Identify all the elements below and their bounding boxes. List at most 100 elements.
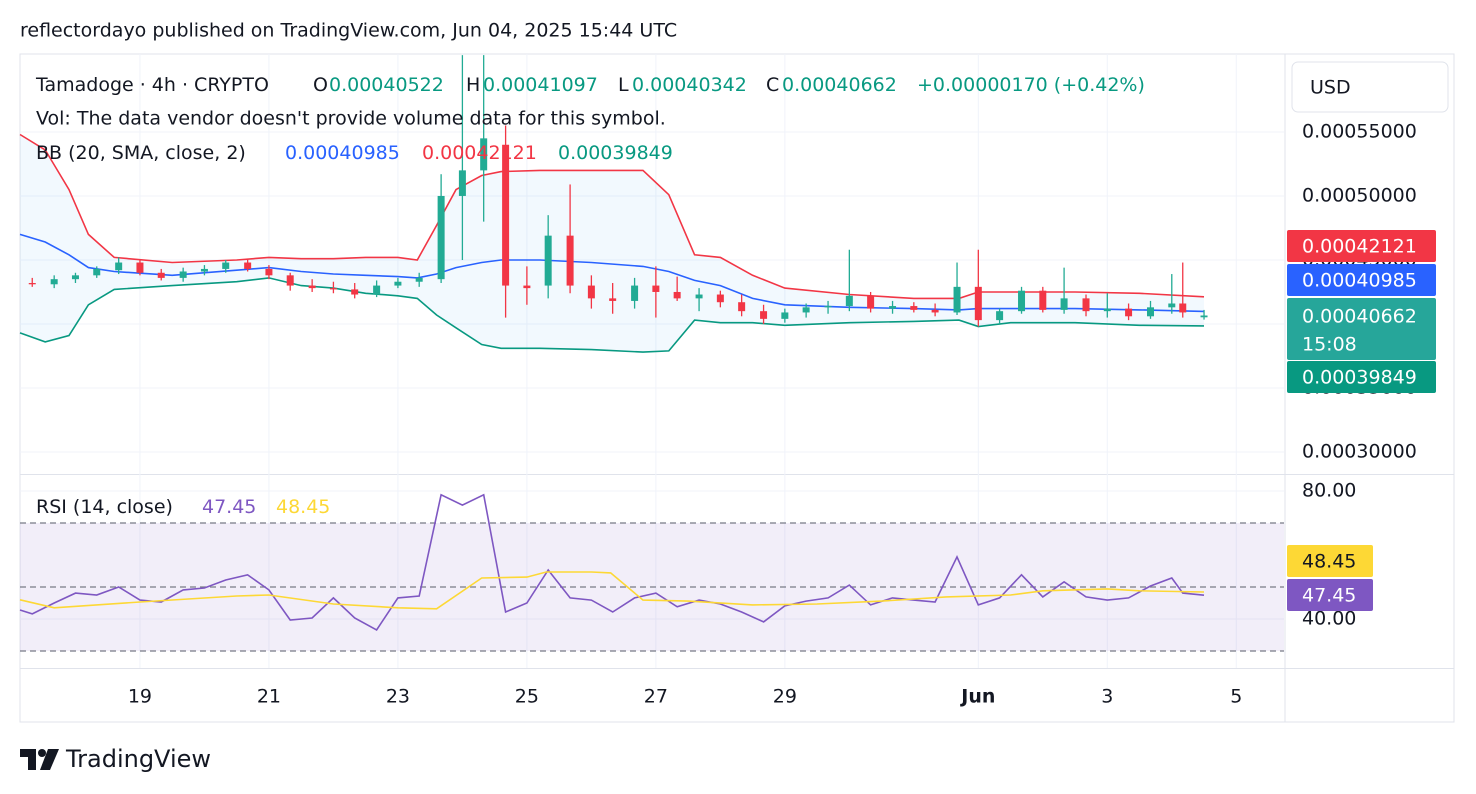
- candle-body: [974, 286, 982, 321]
- candle-body: [93, 268, 101, 276]
- candle-body: [695, 294, 703, 299]
- candle-body: [953, 286, 961, 313]
- bb-line: [19, 133, 1205, 300]
- rsi-legend: RSI (14, close) 47.45 48.45: [36, 496, 330, 518]
- candle-body: [1200, 315, 1208, 318]
- x-tick-label: 23: [386, 686, 410, 708]
- candle-body: [1179, 303, 1187, 313]
- candle-body: [631, 285, 639, 301]
- candle-body: [28, 283, 36, 285]
- bb-lower-value: 0.00039849: [558, 142, 673, 164]
- rsi-value: 47.45: [202, 496, 256, 518]
- rsi-line: [19, 493, 1205, 631]
- ohlc-label: O: [313, 74, 328, 96]
- badge: [1287, 579, 1373, 611]
- candle-body: [480, 138, 488, 171]
- candle-body: [179, 271, 187, 278]
- bb-line: [19, 277, 1205, 353]
- ohlc-label: L: [618, 74, 629, 96]
- candle-body: [544, 235, 552, 286]
- candle-body: [1147, 307, 1155, 317]
- footer: TradingView: [65, 745, 211, 773]
- candle-body: [652, 285, 660, 292]
- x-tick-label: 29: [773, 686, 797, 708]
- candle-body: [437, 195, 445, 280]
- candle-body: [458, 170, 466, 196]
- ohlc-label: H: [466, 74, 480, 96]
- low-value: 0.00040342: [632, 74, 747, 96]
- rsi-ma-value: 48.45: [276, 496, 330, 518]
- x-tick-label: 5: [1230, 686, 1242, 708]
- bb-band-fill: [20, 134, 1204, 353]
- attribution: reflectordayo published on TradingView.c…: [20, 20, 677, 42]
- candle-body: [136, 262, 144, 273]
- logo-mark: [40, 749, 59, 770]
- volume-note: Vol: The data vendor doesn't provide vol…: [36, 108, 666, 130]
- bb-name: BB (20, SMA, close, 2): [36, 142, 246, 164]
- bb-upper-value: 0.00042121: [422, 142, 537, 164]
- candle-body: [1018, 290, 1026, 312]
- candle-body: [910, 306, 918, 310]
- x-tick-label: 3: [1101, 686, 1113, 708]
- ohlc-label: C: [766, 74, 779, 96]
- candle-body: [566, 235, 574, 286]
- badge: [1287, 230, 1436, 262]
- y-tick-label: 0.00055000: [1302, 120, 1417, 142]
- candle-body: [824, 306, 832, 308]
- currency[interactable]: USD: [1310, 77, 1351, 99]
- x-tick-label: 27: [644, 686, 668, 708]
- candle-body: [329, 288, 337, 290]
- bb-basis-badge: 0.00040985: [1302, 270, 1417, 292]
- badge: [1287, 361, 1436, 393]
- candle-body: [996, 311, 1004, 321]
- candle-body: [200, 268, 208, 272]
- candle-body: [1168, 303, 1176, 308]
- y-tick-label: 0.00030000: [1302, 440, 1417, 462]
- y-tick-label: 0.00050000: [1302, 184, 1417, 206]
- open-value: 0.00040522: [329, 74, 444, 96]
- candle-body: [1082, 298, 1090, 312]
- rsi-line: [19, 571, 1205, 610]
- rsi-badge: 47.45: [1302, 585, 1356, 607]
- bb-lower-badge: 0.00039849: [1302, 367, 1417, 389]
- candle-body: [609, 298, 617, 301]
- candle-body: [931, 309, 939, 313]
- candle-body: [1125, 308, 1133, 317]
- candle-body: [157, 272, 165, 278]
- candle-body: [502, 144, 510, 286]
- badge: [1287, 545, 1373, 577]
- candle-body: [373, 285, 381, 295]
- y-tick-label: 80.00: [1302, 480, 1356, 502]
- bb-upper-badge: 0.00042121: [1302, 236, 1417, 258]
- rsi-ma-badge: 48.45: [1302, 551, 1356, 573]
- candle-body: [802, 307, 810, 313]
- high-value: 0.00041097: [483, 74, 598, 96]
- candle-body: [587, 285, 595, 299]
- candle-body: [265, 268, 273, 276]
- candle-body: [523, 285, 531, 289]
- bb-basis-value: 0.00040985: [285, 142, 400, 164]
- bb-legend: BB (20, SMA, close, 2) 0.00040985 0.0004…: [36, 142, 673, 164]
- candle-body: [845, 295, 853, 307]
- last-price-badge: 0.00040662: [1302, 306, 1417, 328]
- y-tick-label: 40.00: [1302, 608, 1356, 630]
- candle-body: [1039, 290, 1047, 310]
- candle-body: [308, 285, 316, 289]
- candle-body: [394, 281, 402, 286]
- logo: TradingView: [20, 745, 211, 773]
- symbol: Tamadoge · 4h · CRYPTO: [35, 74, 269, 96]
- countdown: 15:08: [1302, 334, 1357, 356]
- currency-button[interactable]: [1291, 61, 1449, 113]
- candle-body: [673, 291, 681, 299]
- x-tick-label: 21: [257, 686, 281, 708]
- badges: 0.00042121 0.00040985 0.00040662 15:08 0…: [1287, 230, 1436, 611]
- candle-body: [716, 294, 724, 303]
- candle-body: [781, 312, 789, 319]
- logo-mark: [20, 749, 36, 770]
- candle-body: [115, 262, 123, 271]
- rsi-title: RSI (14, close): [36, 496, 173, 518]
- plot: [19, 55, 1284, 652]
- candle-body: [71, 275, 79, 280]
- candle-body: [222, 262, 230, 269]
